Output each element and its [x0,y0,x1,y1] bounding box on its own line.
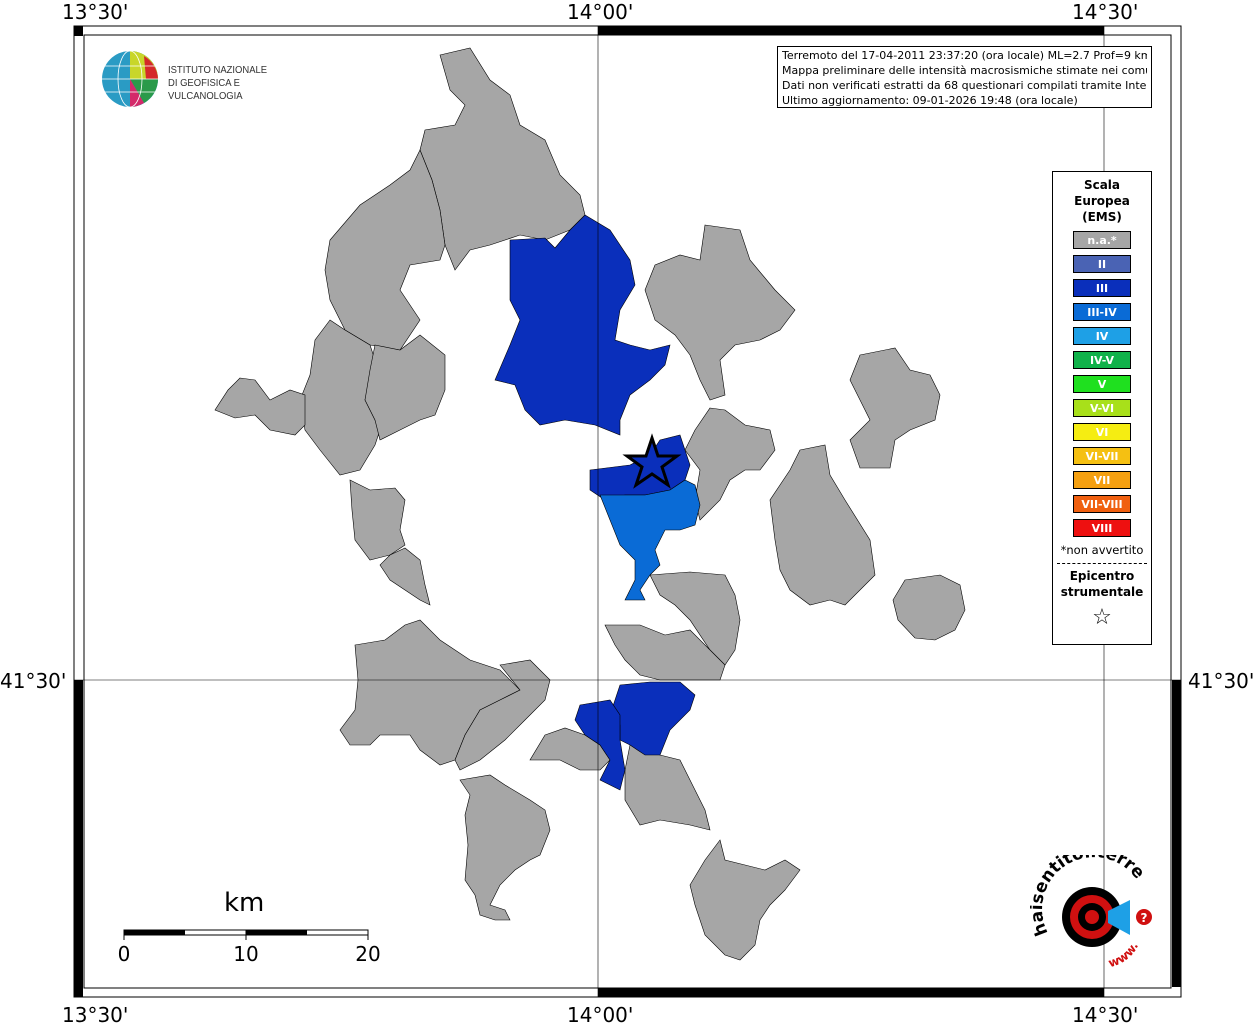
info-line: Terremoto del 17-04-2011 23:37:20 (ora l… [782,49,1147,62]
scale-tick-label: 0 [117,942,131,966]
scale-bar [123,929,369,940]
scale-unit: km [224,888,265,918]
star-icon: ☆ [1092,605,1112,630]
ingv-logo: ISTITUTO NAZIONALE DI GEOFISICA E VULCAN… [100,48,320,110]
frame-tick [1172,680,1181,987]
frame-tick [598,26,1104,35]
legend-item: III [1073,279,1131,297]
scale-tick-label: 10 [233,942,259,966]
legend-item: VII [1073,471,1131,489]
legend-epicenter: Epicentro strumentale [1053,568,1151,600]
ems-legend: Scala Europea (EMS) n.a.* II III III-IV IV IV… [1052,171,1152,645]
frame-tick [598,988,1104,997]
lon-label-right-top: 14°30' [1072,0,1139,24]
legend-item: II [1073,255,1131,273]
info-line: Mappa preliminare delle intensità macros… [782,64,1147,77]
comuni-intensity-iii-iv [599,479,701,601]
legend-item: V [1073,375,1131,393]
info-line: Dati non verificati estratti da 68 quest… [782,79,1147,92]
globe-icon [102,50,158,108]
legend-item: VI-VII [1073,447,1131,465]
legend-items: n.a.* II III III-IV IV IV-V V V-VI VI VI-VII VII VI… [1053,231,1151,537]
legend-item: VI [1073,423,1131,441]
megaphone-icon [1108,900,1130,935]
lon-label-right-bottom: 14°30' [1072,1003,1139,1027]
lon-label-mid-top: 14°00' [567,0,634,24]
question-icon [1136,909,1152,925]
legend-epicenter-line: strumentale [1060,585,1144,599]
lon-label-left-top: 13°30' [62,0,129,24]
comuni-not-felt [214,47,966,961]
logo-line-1: ISTITUTO NAZIONALE [168,64,268,76]
svg-text:www.: www. [1106,940,1141,970]
legend-title-line: Scala [1083,178,1121,192]
lat-label-right: 41°30' [1188,669,1254,693]
haisentito-url-text: www. [1106,940,1141,970]
lon-label-left-bottom: 13°30' [62,1003,129,1027]
legend-item: VIII [1073,519,1131,537]
logo-line-2: DI GEOFISICA E VULCANOLOGIA [168,77,243,102]
event-info-box: Terremoto del 17-04-2011 23:37:20 (ora l… [777,46,1152,108]
legend-title-line: Europea [1074,194,1130,208]
frame-tick [74,26,83,36]
frame-tick [74,987,83,997]
scale-tick-label: 20 [355,942,381,966]
lon-label-mid-bottom: 14°00' [567,1003,634,1027]
legend-title-line: (EMS) [1082,210,1122,224]
lat-label-left: 41°30' [0,669,67,693]
info-line: Ultimo aggiornamento: 09-01-2026 19:48 (… [782,94,1078,107]
legend-item: IV [1073,327,1131,345]
legend-item: VII-VIII [1073,495,1131,513]
legend-title: Scala Europea (EMS) [1053,177,1151,225]
svg-text:?: ? [1141,911,1148,925]
legend-item: III-IV [1073,303,1131,321]
legend-item: IV-V [1073,351,1131,369]
frame-tick [74,680,83,987]
legend-item: V-VI [1073,399,1131,417]
legend-epicenter-line: Epicentro [1069,569,1135,583]
haisentito-logo: haisentitoilterremoto.it www. ? [1030,855,1152,970]
legend-divider [1057,563,1147,564]
epicenter-star-icon [622,433,682,489]
comuni-intensity-iii [494,214,696,791]
legend-note: *non avvertito [1060,543,1144,557]
legend-item: n.a.* [1073,231,1131,249]
